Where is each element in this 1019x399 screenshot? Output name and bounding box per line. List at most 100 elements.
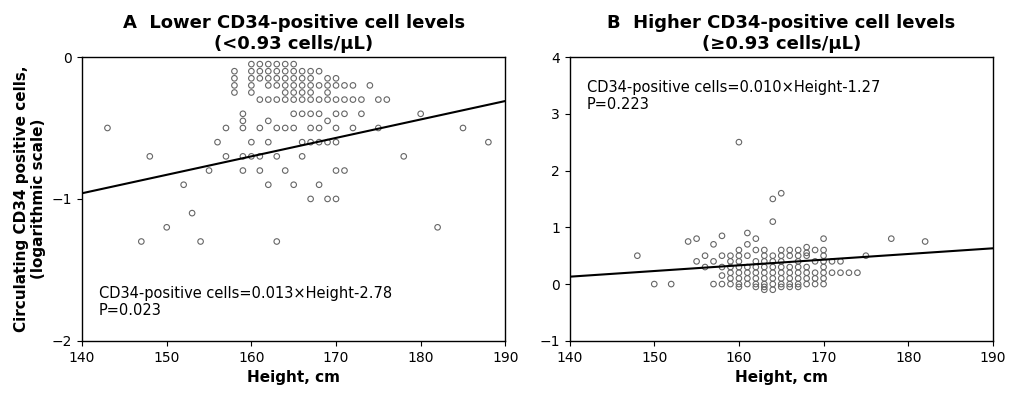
Point <box>260 68 276 74</box>
Point <box>730 275 746 282</box>
Point <box>645 281 661 287</box>
Point <box>806 258 822 265</box>
Point <box>277 61 293 67</box>
Point <box>252 61 268 67</box>
Point <box>798 264 814 270</box>
Point <box>680 238 696 245</box>
Point <box>327 167 343 174</box>
Point <box>823 270 840 276</box>
Point <box>319 118 335 124</box>
Point <box>218 153 234 160</box>
Point <box>344 125 361 131</box>
Point <box>311 82 327 89</box>
Point <box>857 253 873 259</box>
Point <box>218 125 234 131</box>
Point <box>336 111 353 117</box>
Point <box>327 125 343 131</box>
Point <box>133 238 150 245</box>
Point <box>327 139 343 145</box>
Point <box>713 281 730 287</box>
Point <box>790 275 806 282</box>
Point <box>806 270 822 276</box>
Point <box>806 247 822 253</box>
Point <box>303 139 319 145</box>
Point <box>790 264 806 270</box>
Point <box>713 273 730 279</box>
Point <box>814 270 830 276</box>
Point <box>739 270 755 276</box>
Point <box>696 253 712 259</box>
Point <box>713 253 730 259</box>
Point <box>336 167 353 174</box>
Point <box>234 118 251 124</box>
X-axis label: Height, cm: Height, cm <box>734 370 827 385</box>
Point <box>814 281 830 287</box>
Point <box>234 153 251 160</box>
Point <box>705 241 721 247</box>
Y-axis label: Circulating CD34 positive cells,
(logarithmic scale): Circulating CD34 positive cells, (logari… <box>14 66 46 332</box>
Point <box>798 253 814 259</box>
Point <box>303 97 319 103</box>
Point <box>311 139 327 145</box>
Point <box>327 111 343 117</box>
Point <box>798 270 814 276</box>
Point <box>277 167 293 174</box>
Point <box>412 111 428 117</box>
Point <box>327 97 343 103</box>
Point <box>772 281 789 287</box>
Point <box>814 275 830 282</box>
Point <box>327 196 343 202</box>
Point <box>285 75 302 81</box>
Point <box>454 125 471 131</box>
Point <box>747 275 763 282</box>
Point <box>730 281 746 287</box>
Point <box>243 61 259 67</box>
Point <box>772 253 789 259</box>
Point <box>747 281 763 287</box>
Point <box>688 235 704 242</box>
Point <box>226 75 243 81</box>
Point <box>158 224 174 231</box>
Point <box>293 75 310 81</box>
Point <box>303 196 319 202</box>
Point <box>142 153 158 160</box>
Point <box>755 284 771 290</box>
Point <box>721 264 738 270</box>
X-axis label: Height, cm: Height, cm <box>247 370 340 385</box>
Point <box>285 111 302 117</box>
Point <box>747 270 763 276</box>
Point <box>319 75 335 81</box>
Point <box>772 275 789 282</box>
Point <box>823 258 840 265</box>
Point <box>285 125 302 131</box>
Point <box>790 270 806 276</box>
Point <box>362 82 378 89</box>
Point <box>268 153 284 160</box>
Point <box>268 238 284 245</box>
Point <box>226 68 243 74</box>
Point <box>311 68 327 74</box>
Point <box>730 139 746 145</box>
Point <box>285 68 302 74</box>
Point <box>268 61 284 67</box>
Point <box>243 68 259 74</box>
Point <box>739 275 755 282</box>
Point <box>183 210 200 216</box>
Point <box>814 235 830 242</box>
Point <box>234 125 251 131</box>
Point <box>285 97 302 103</box>
Point <box>234 167 251 174</box>
Point <box>277 125 293 131</box>
Point <box>260 75 276 81</box>
Point <box>781 284 797 290</box>
Point <box>629 253 645 259</box>
Point <box>175 182 192 188</box>
Point <box>243 139 259 145</box>
Text: CD34-positive cells=0.013×Height-2.78
P=0.023: CD34-positive cells=0.013×Height-2.78 P=… <box>99 286 391 318</box>
Point <box>480 139 496 145</box>
Point <box>378 97 394 103</box>
Point <box>260 82 276 89</box>
Point <box>747 258 763 265</box>
Point <box>268 68 284 74</box>
Point <box>739 241 755 247</box>
